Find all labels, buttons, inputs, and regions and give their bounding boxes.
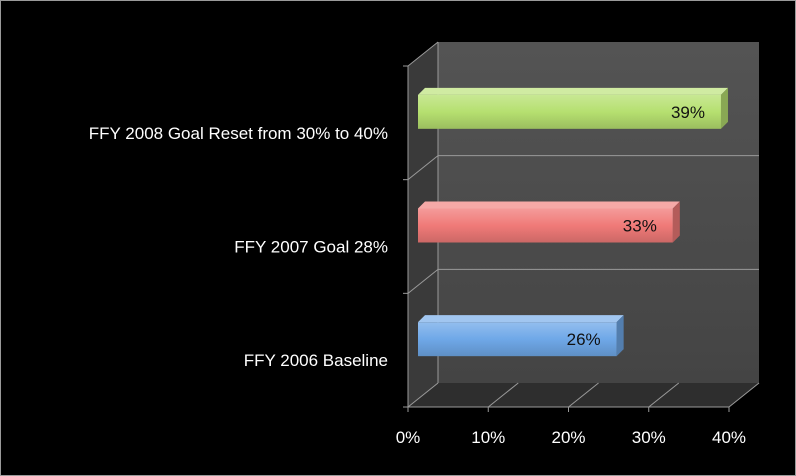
category-label: FFY 2008 Goal Reset from 30% to 40% [89, 124, 388, 143]
bar-value-label: 26% [567, 330, 601, 349]
bar-value-label: 39% [671, 103, 705, 122]
bar-front-face [418, 94, 721, 129]
category-gridline [407, 155, 439, 181]
category-label: FFY 2007 Goal 28% [234, 238, 388, 257]
bar-value-label: 33% [623, 217, 657, 236]
category-gridline [407, 268, 439, 294]
side-top-edge [407, 41, 439, 67]
floor-gridline [568, 382, 599, 408]
bar-side-face [720, 87, 728, 129]
x-tick-label: 30% [632, 428, 666, 447]
bar-top-face [418, 201, 680, 209]
bar-top-face [418, 87, 728, 95]
x-tick-label: 40% [712, 428, 746, 447]
floor-gridline [487, 382, 519, 408]
floor-gridline [728, 382, 760, 408]
x-tick-label: 0% [396, 428, 421, 447]
bar-3: 39% [418, 87, 728, 129]
bar-front-face [418, 322, 617, 357]
bar-1: 26% [418, 315, 624, 357]
category-labels: FFY 2006 Baseline FFY 2007 Goal 28% FFY 20… [89, 124, 388, 370]
category-label: FFY 2006 Baseline [244, 351, 388, 370]
floor-gridline [648, 382, 680, 408]
bar-top-face [418, 315, 624, 323]
x-tick-label: 20% [551, 428, 585, 447]
bar-front-face [418, 208, 673, 243]
bar-side-face [672, 201, 680, 243]
floor-gridline [407, 382, 439, 408]
x-tick-label: 10% [471, 428, 505, 447]
bar-2: 33% [418, 201, 680, 243]
x-axis-tick-labels: 0% 10% 20% 30% 40% [396, 428, 746, 447]
bar-side-face [616, 315, 624, 357]
bars: 26% 33% 39% [418, 87, 728, 357]
